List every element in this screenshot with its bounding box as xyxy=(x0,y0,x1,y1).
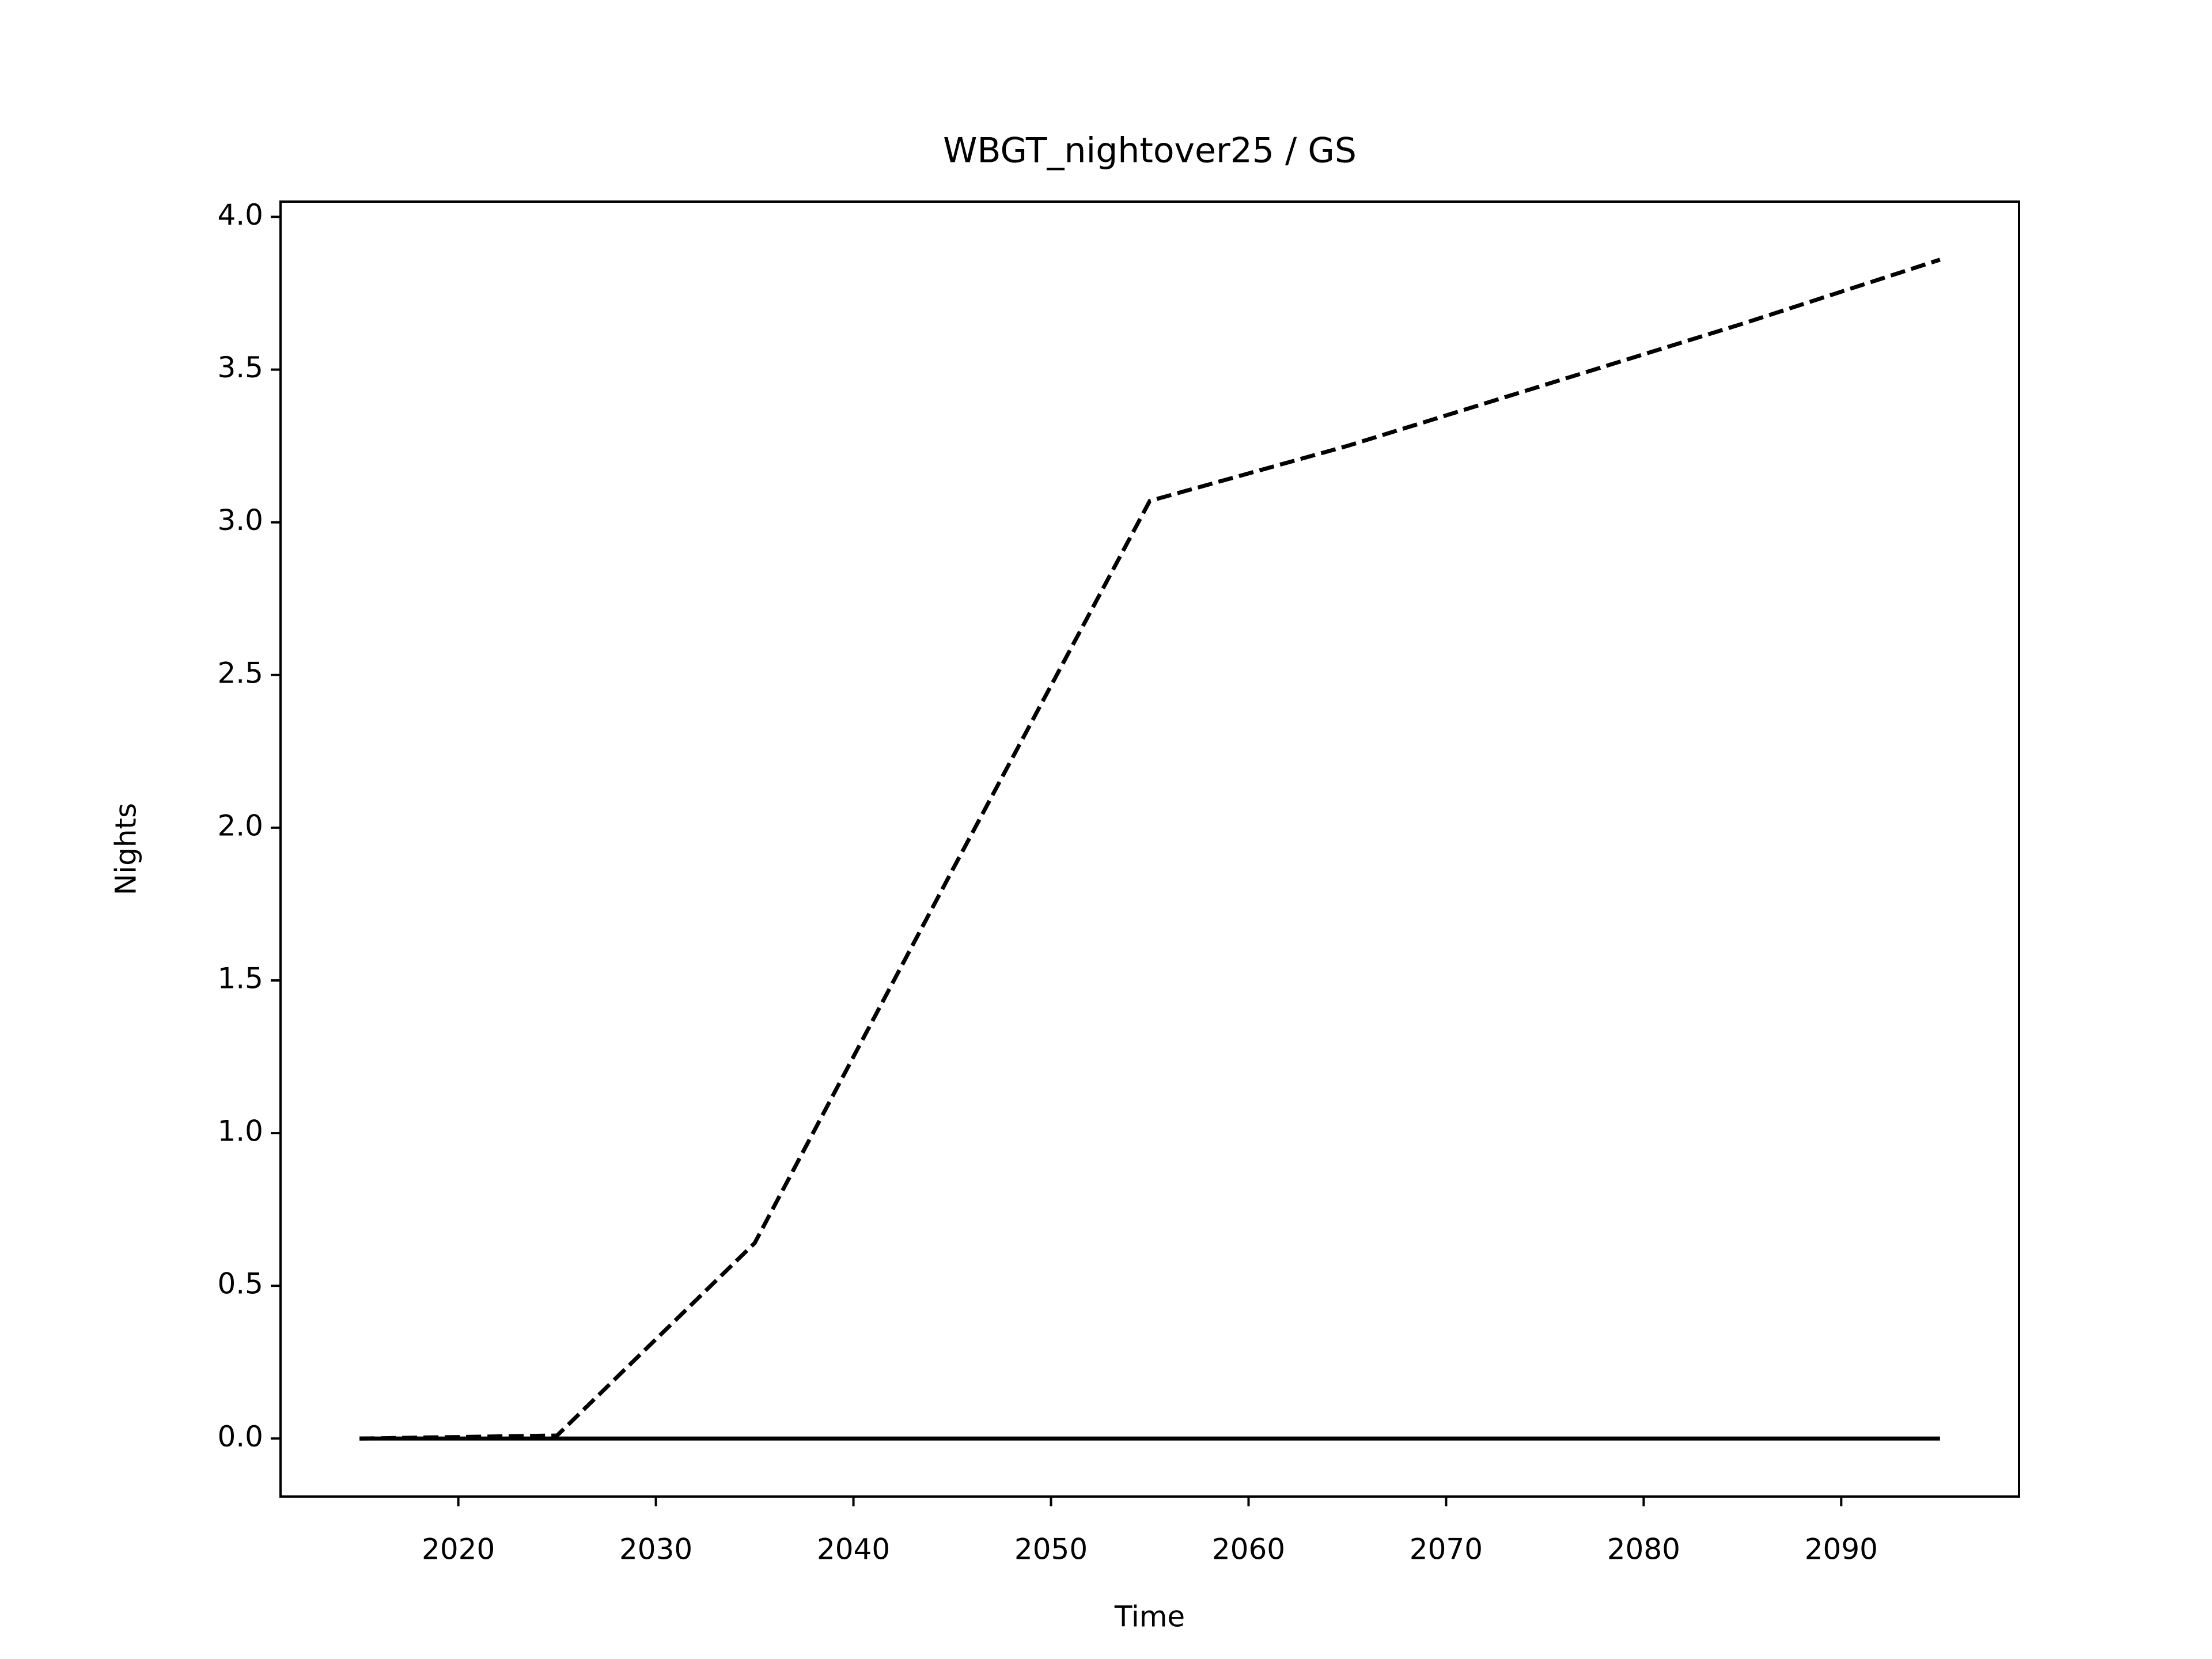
y-tick-label: 4.0 xyxy=(217,198,263,232)
x-tick-label: 2040 xyxy=(817,1533,890,1566)
x-tick-label: 2080 xyxy=(1607,1533,1680,1566)
y-tick-label: 1.0 xyxy=(217,1115,263,1148)
x-tick-label: 2090 xyxy=(1805,1533,1878,1566)
y-tick-label: 1.5 xyxy=(217,961,263,995)
x-tick-label: 2030 xyxy=(619,1533,692,1566)
y-tick-label: 0.5 xyxy=(217,1267,263,1301)
x-tick-label: 2020 xyxy=(422,1533,495,1566)
y-tick-label: 2.0 xyxy=(217,809,263,842)
y-tick-label: 3.5 xyxy=(217,351,263,384)
chart-title: WBGT_nightover25 / GS xyxy=(943,131,1357,171)
y-tick-label: 3.0 xyxy=(217,503,263,537)
y-axis-label: Nights xyxy=(109,803,143,895)
x-tick-label: 2050 xyxy=(1014,1533,1088,1566)
x-tick-label: 2060 xyxy=(1212,1533,1285,1566)
y-tick-label: 2.5 xyxy=(217,656,263,690)
y-tick-label: 0.0 xyxy=(217,1420,263,1453)
x-tick-label: 2070 xyxy=(1410,1533,1483,1566)
plot-frame xyxy=(279,200,2020,1498)
data-line xyxy=(359,257,1941,1441)
x-axis-label: Time xyxy=(1114,1600,1185,1634)
